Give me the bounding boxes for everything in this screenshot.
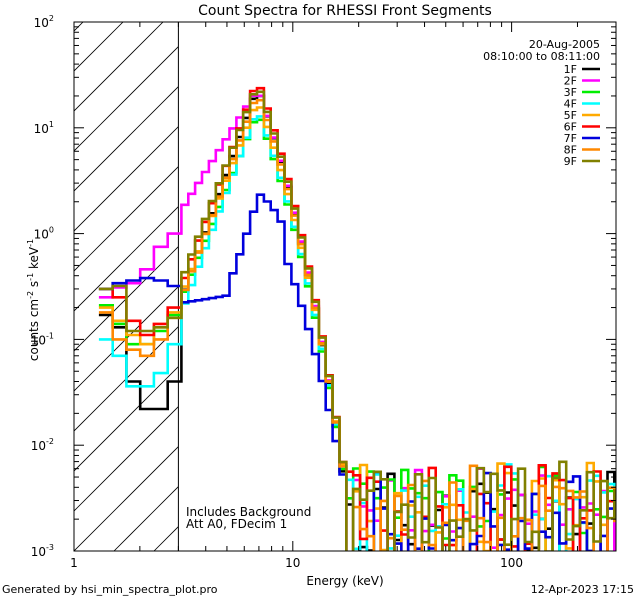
y-tick-label: 101 [34,120,54,136]
hatch-line [74,46,179,152]
x-tick-label: 100 [500,556,523,570]
axis-ticks [73,21,617,552]
y-axis-label: counts cm-2 s-1 keV-1 [26,239,41,361]
y-tick-label: 102 [34,14,54,30]
annotation-background: Includes Background [186,505,311,519]
hatch-line [74,206,179,312]
annotation-attenuator: Att A0, FDecim 1 [186,517,287,531]
hatch-line [74,446,179,551]
date-label: 20-Aug-2005 [529,38,600,51]
hatched-region [0,0,640,551]
hatch-line [434,0,640,551]
hatch-line [74,406,179,512]
hatch-line [74,22,164,112]
y-tick-label: 100 [34,226,54,242]
plot-frame [73,21,617,552]
series-9F [98,90,616,551]
hatch-line [74,366,179,472]
x-tick-labels: 1 10 100 [70,556,523,570]
legend-label-4F: 4F [564,98,577,111]
legend-label-9F: 9F [564,155,577,168]
footer-generated-by: Generated by hsi_min_spectra_plot.pro [2,583,218,596]
legend-label-3F: 3F [564,86,577,99]
time-range-label: 08:10:00 to 08:11:00 [483,50,600,63]
legend-label-6F: 6F [564,121,577,134]
y-tick-labels: 10-3 10-2 10-1 100 101 102 [31,14,54,559]
hatch-line [74,166,179,272]
x-tick-label: 1 [70,556,78,570]
series-lines [98,86,616,551]
legend-label-7F: 7F [564,132,577,145]
legend-label-5F: 5F [564,109,577,122]
x-axis-label: Energy (keV) [306,574,383,588]
hatch-line [0,0,114,551]
x-tick-label: 10 [285,556,300,570]
y-tick-label: 10-1 [31,331,54,347]
hatch-line [514,0,640,551]
series-8F [98,98,616,551]
y-tick-label: 10-3 [31,543,54,559]
hatch-line [74,126,179,232]
legend-label-8F: 8F [564,144,577,157]
footer-timestamp: 12-Apr-2023 17:15 [530,583,634,596]
y-tick-label: 10-2 [31,437,54,453]
chart-title: Count Spectra for RHESSI Front Segments [198,3,492,19]
legend-label-1F: 1F [564,63,577,76]
hatch-line [74,246,179,352]
hatch-line [74,22,124,72]
legend-label-2F: 2F [564,75,577,88]
hatch-line [274,0,640,551]
hatch-line [594,0,640,551]
